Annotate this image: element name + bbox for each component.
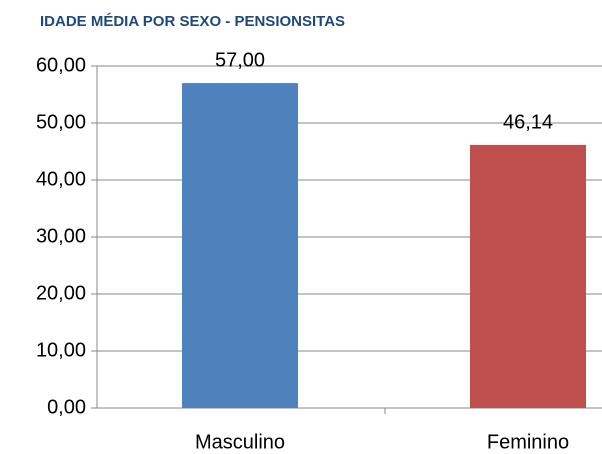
y-tick-label: 30,00	[36, 225, 86, 247]
y-tick-label: 0,00	[47, 396, 86, 418]
y-tick-label: 20,00	[36, 282, 86, 304]
y-tick-label: 60,00	[36, 54, 86, 76]
x-tick-label: Feminino	[487, 431, 569, 453]
bar	[182, 83, 298, 408]
value-label: 46,14	[503, 111, 553, 133]
bar	[470, 145, 586, 408]
x-tick-label: Masculino	[195, 431, 285, 453]
y-tick-label: 50,00	[36, 111, 86, 133]
chart-title: IDADE MÉDIA POR SEXO - PENSIONSITAS	[40, 13, 345, 30]
value-label: 57,00	[215, 49, 265, 71]
y-tick-label: 10,00	[36, 339, 86, 361]
y-tick-label: 40,00	[36, 168, 86, 190]
